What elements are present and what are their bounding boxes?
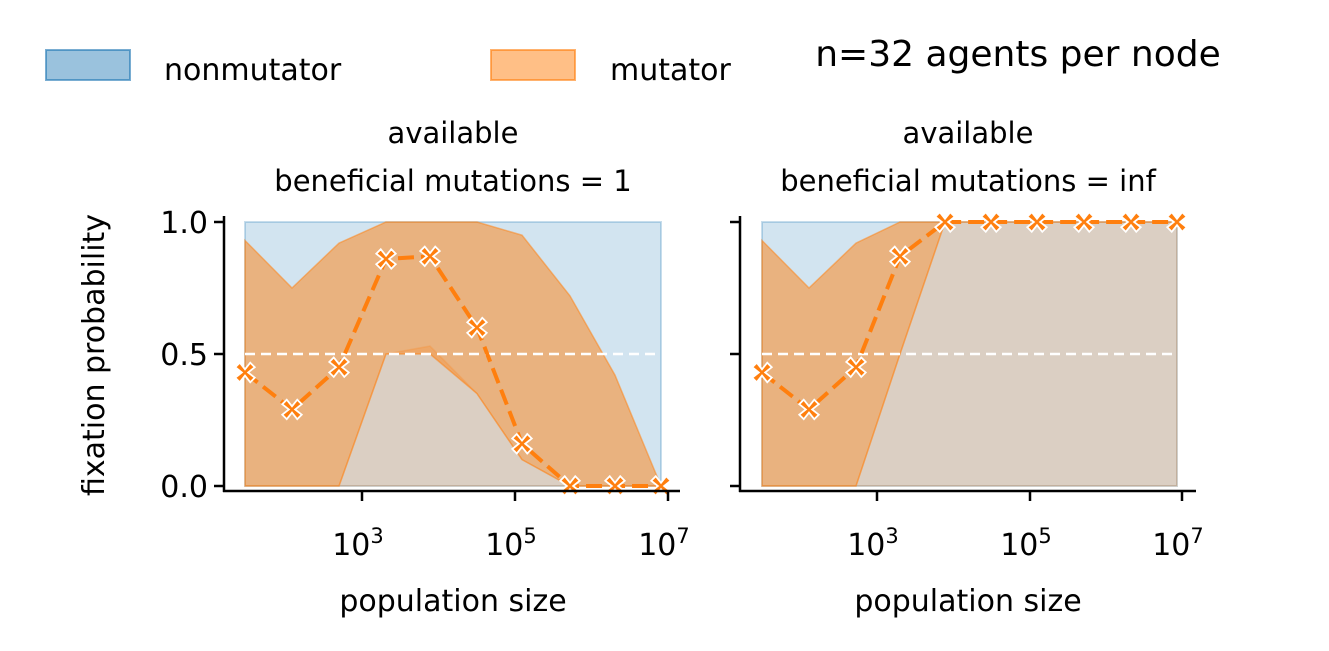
plot-area: 0.0 0.5 1.0 103 105 107 — [160, 206, 690, 563]
x-tick-label: 105 — [1000, 524, 1052, 563]
series-line-mutator — [243, 254, 661, 488]
data-point — [280, 398, 304, 421]
data-point — [465, 316, 489, 339]
x-tick-label: 107 — [1152, 524, 1204, 563]
data-point — [750, 361, 774, 384]
panel-title-line2: beneficial mutations = inf — [780, 164, 1156, 198]
x-tick-label: 103 — [847, 524, 899, 563]
panel-title-line1: available — [903, 116, 1034, 150]
figure-title: n=32 agents per node — [815, 34, 1221, 75]
y-axis-label: fixation probability — [77, 214, 112, 496]
legend-swatch-mutator — [490, 49, 576, 81]
y-tick-label: 0.5 — [160, 338, 208, 373]
plot-area: 103 105 107 — [730, 210, 1204, 563]
data-point — [233, 361, 257, 384]
data-point — [418, 245, 442, 268]
data-point — [1072, 210, 1096, 234]
data-point — [374, 247, 398, 271]
data-point — [844, 356, 868, 379]
panel-beneficial-inf: available beneficial mutations = inf 103… — [730, 116, 1204, 619]
data-point — [510, 432, 534, 455]
x-tick-label: 103 — [332, 524, 384, 563]
data-point — [1165, 210, 1189, 234]
data-point — [979, 210, 1003, 234]
data-point — [1119, 210, 1143, 234]
y-tick-label: 1.0 — [160, 206, 208, 241]
x-axis-label: population size — [854, 584, 1081, 619]
legend-label-nonmutator: nonmutator — [164, 53, 342, 88]
data-point — [888, 245, 912, 268]
panel-title-line2: beneficial mutations = 1 — [274, 164, 631, 198]
legend: nonmutator mutator — [45, 49, 732, 88]
x-tick-label: 105 — [485, 524, 537, 563]
data-point — [933, 210, 957, 234]
panel-beneficial-1: available beneficial mutations = 1 0.00.… — [160, 116, 690, 619]
y-tick-label: 0.0 — [160, 470, 208, 505]
data-point — [1025, 210, 1049, 234]
legend-swatch-nonmutator — [45, 49, 131, 81]
series-line-mutator — [760, 220, 1177, 413]
data-point — [797, 398, 821, 421]
x-axis-label: population size — [339, 584, 566, 619]
data-point — [327, 356, 351, 379]
x-tick-label: 107 — [638, 524, 690, 563]
panel-title-line1: available — [388, 116, 519, 150]
legend-label-mutator: mutator — [610, 53, 732, 88]
